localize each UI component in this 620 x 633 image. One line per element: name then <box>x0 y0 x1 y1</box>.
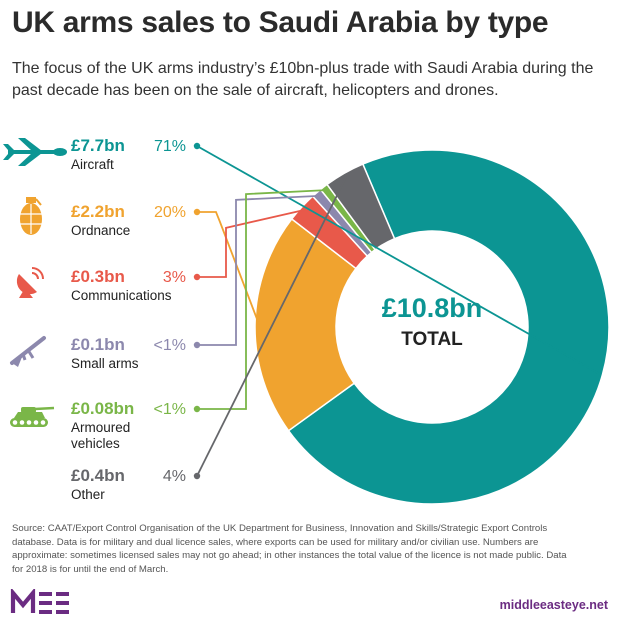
legend-item-armoured-vehicles: £0.08bn Armoured vehicles <1% <box>10 399 186 451</box>
legend-item-communications: £0.3bn Communications 3% <box>16 267 186 303</box>
aircraft-drone-icon <box>3 138 67 166</box>
leader-line-communications <box>197 208 305 278</box>
legend-pct-small-arms: <1% <box>154 337 186 354</box>
legend-pct-ordnance: 20% <box>154 204 186 221</box>
slice-aircraft <box>287 149 610 505</box>
legend-pct-other: 4% <box>163 468 186 485</box>
source-note: Source: CAAT/Export Control Organisation… <box>12 523 567 575</box>
center-total-value: £10.8bn <box>382 293 483 323</box>
legend-item-aircraft: £7.7bn Aircraft 71% <box>3 136 186 172</box>
leader-line-armoured-vehicles <box>197 189 327 410</box>
rifle-icon <box>10 336 46 367</box>
legend-category-small-arms: Small arms <box>71 356 139 371</box>
leader-line-small-arms <box>197 194 320 346</box>
legend-item-ordnance: £2.2bn Ordnance 20% <box>20 197 186 238</box>
legend-value-communications: £0.3bn <box>71 267 125 286</box>
leader-line-other <box>196 176 348 477</box>
slice-ordnance <box>254 217 358 432</box>
grenade-icon <box>20 197 42 235</box>
leader-line-aircraft <box>196 145 600 375</box>
legend-pct-communications: 3% <box>163 269 186 286</box>
mee-logo <box>10 589 69 614</box>
center-total-label: TOTAL <box>401 329 463 350</box>
legend-category-other: Other <box>71 487 105 502</box>
legend-pct-armoured-vehicles: <1% <box>154 401 186 418</box>
legend-category-aircraft: Aircraft <box>71 157 114 172</box>
legend-item-small-arms: £0.1bn Small arms <1% <box>10 335 186 371</box>
legend-category-communications: Communications <box>71 288 172 303</box>
legend-value-other: £0.4bn <box>71 466 125 485</box>
chart-subtitle: The focus of the UK arms industry’s £10b… <box>12 60 594 99</box>
chart-title: UK arms sales to Saudi Arabia by type <box>12 6 549 39</box>
tank-icon <box>10 406 55 427</box>
legend-category-ordnance: Ordnance <box>71 223 130 238</box>
legend-value-small-arms: £0.1bn <box>71 335 125 354</box>
legend-value-ordnance: £2.2bn <box>71 202 125 221</box>
satellite-dish-icon <box>16 267 44 298</box>
site-url: middleeasteye.net <box>499 598 608 612</box>
donut-chart: £7.7bn Aircraft 71% £2.2bn Ordnance 20% £0.3bn… <box>3 136 610 505</box>
legend-value-aircraft: £7.7bn <box>71 136 125 155</box>
legend-pct-aircraft: 71% <box>154 138 186 155</box>
leader-line-ordnance <box>197 211 260 325</box>
legend-category-armoured-vehicles: Armoured vehicles <box>71 420 130 451</box>
legend-item-other: £0.4bn Other 4% <box>71 466 186 502</box>
legend-value-armoured-vehicles: £0.08bn <box>71 399 134 418</box>
